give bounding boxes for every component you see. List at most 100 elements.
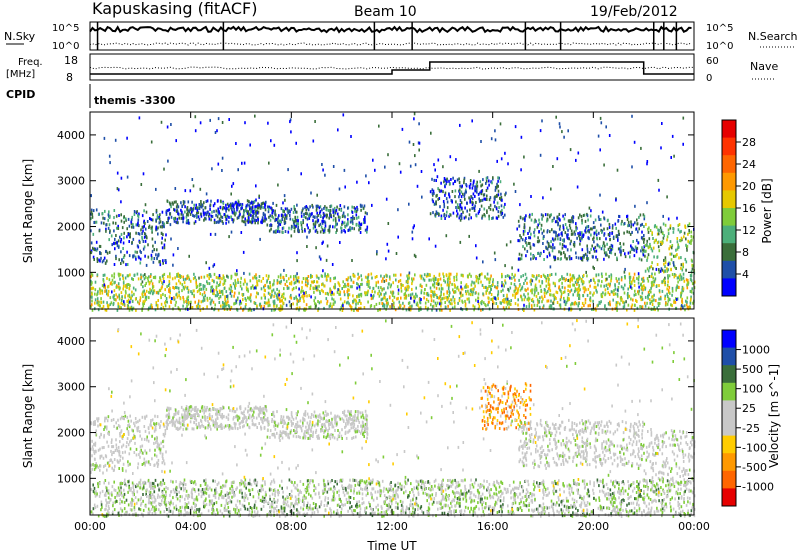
scatter-cell [280, 220, 282, 224]
scatter-cell [161, 282, 164, 286]
freq-tick-lo: 8 [66, 71, 73, 84]
scatter-cell [586, 254, 588, 258]
noise-cell [236, 269, 238, 273]
scatter-cell [234, 426, 237, 430]
scatter-cell [514, 288, 517, 292]
scatter-cell [289, 282, 291, 286]
scatter-cell [163, 308, 166, 312]
scatter-cell [560, 252, 563, 255]
scatter-cell [564, 213, 566, 217]
scatter-cell [437, 187, 439, 191]
scatter-cell [173, 217, 175, 221]
scatter-cell [211, 285, 214, 289]
scatter-cell [676, 240, 679, 244]
scatter-cell [302, 207, 304, 211]
scatter-cell [128, 423, 130, 427]
noise-cell [519, 203, 521, 207]
scatter-cell [157, 291, 160, 295]
scatter-cell [216, 416, 219, 420]
scatter-cell [317, 308, 319, 312]
scatter-cell [320, 225, 323, 229]
y-tick-label: 3000 [57, 175, 85, 188]
scatter-cell [149, 275, 152, 279]
scatter-cell [161, 246, 164, 250]
scatter-cell [97, 465, 100, 469]
scatter-cell [154, 453, 156, 457]
scatter-cell [458, 297, 461, 300]
scatter-cell [162, 305, 165, 309]
scatter-cell [444, 178, 447, 182]
scatter-cell [155, 291, 158, 295]
noise-cell [660, 267, 663, 271]
scatter-cell [336, 205, 338, 209]
scatter-cell [326, 213, 328, 217]
scatter-cell [216, 215, 219, 219]
scatter-cell [665, 301, 667, 305]
scatter-cell [325, 213, 328, 217]
noise-cell [170, 297, 173, 300]
scatter-cell [107, 284, 110, 288]
scatter-cell [449, 302, 452, 306]
scatter-cell [523, 298, 526, 302]
noise-cell [287, 168, 289, 172]
scatter-cell [286, 214, 288, 218]
scatter-cell [106, 419, 109, 423]
scatter-cell [380, 274, 382, 278]
noise-cell [616, 168, 619, 172]
scatter-cell [212, 423, 215, 427]
scatter-cell [507, 300, 509, 304]
scatter-cell [340, 306, 343, 310]
scatter-cell [182, 213, 184, 217]
scatter-cell [513, 282, 516, 286]
noise-cell [646, 160, 649, 163]
scatter-cell [576, 293, 579, 297]
scatter-cell [251, 220, 254, 224]
scatter-cell [213, 218, 216, 222]
scatter-cell [143, 224, 145, 228]
scatter-cell [502, 283, 504, 287]
scatter-cell [314, 229, 317, 233]
scatter-cell [542, 273, 545, 277]
scatter-cell [359, 231, 362, 234]
scatter-cell [160, 294, 162, 298]
scatter-cell [680, 291, 682, 295]
scatter-cell [122, 260, 125, 264]
scatter-cell [560, 295, 562, 299]
noise-cell [138, 116, 141, 120]
scatter-cell [222, 274, 225, 278]
scatter-cell [262, 277, 264, 280]
scatter-cell [473, 305, 476, 309]
noise-cell [343, 168, 346, 172]
scatter-cell [241, 420, 243, 423]
scatter-cell [547, 279, 550, 283]
scatter-cell [187, 299, 189, 302]
scatter-cell [587, 218, 589, 222]
scatter-cell [111, 445, 113, 449]
scatter-cell [448, 283, 451, 287]
scatter-cell [354, 306, 357, 310]
scatter-cell [569, 284, 571, 288]
scatter-cell [530, 218, 533, 222]
scatter-cell [467, 289, 469, 293]
scatter-cell [643, 234, 645, 237]
scatter-cell [661, 231, 664, 235]
scatter-cell [422, 277, 425, 281]
scatter-cell [673, 265, 676, 269]
scatter-cell [131, 299, 134, 303]
scatter-cell [635, 293, 637, 296]
scatter-cell [159, 451, 162, 455]
scatter-cell [93, 467, 96, 471]
scatter-cell [127, 419, 130, 423]
noise-cell [606, 277, 608, 281]
scatter-cell [537, 236, 539, 240]
noise-cell [387, 249, 390, 253]
colorbar-tick-label: 28 [742, 136, 756, 149]
scatter-cell [647, 245, 650, 249]
noise-cell [401, 127, 404, 131]
scatter-cell [637, 278, 640, 282]
scatter-cell [223, 281, 226, 285]
scatter-cell [294, 281, 297, 284]
scatter-cell [633, 308, 636, 312]
noise-cell [397, 235, 399, 239]
scatter-cell [566, 298, 569, 302]
